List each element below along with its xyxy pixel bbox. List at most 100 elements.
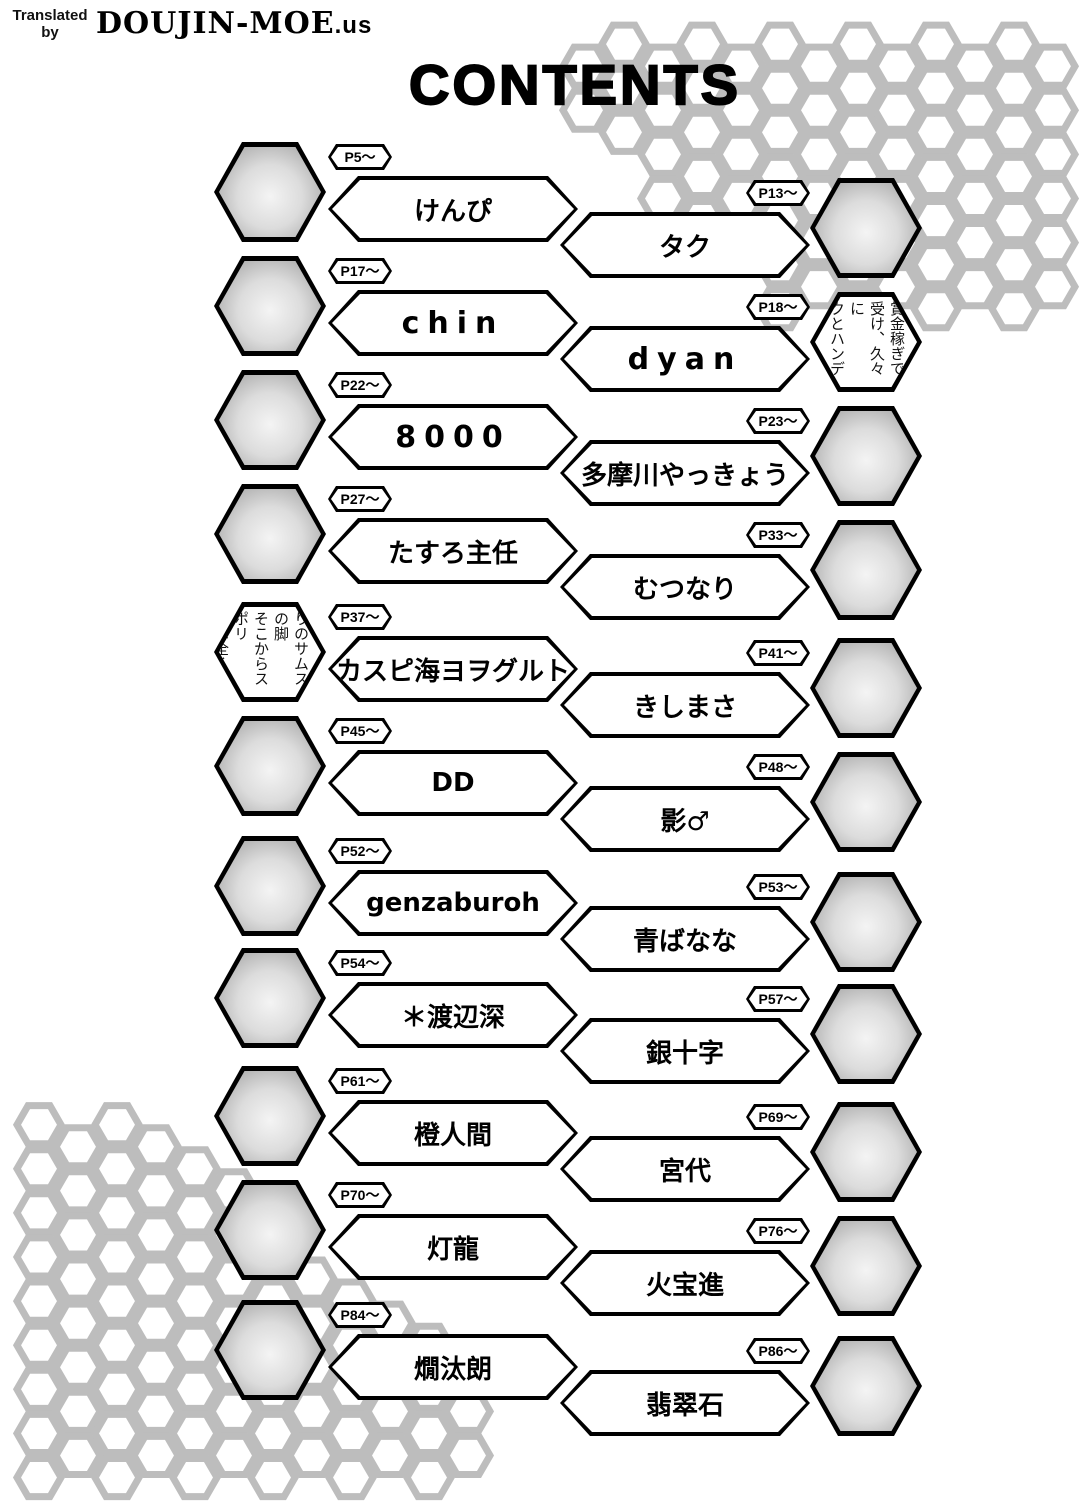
- honeycomb-cell: [12, 1366, 66, 1412]
- author-name: 火宝進: [564, 1254, 806, 1312]
- author-banner[interactable]: けんぴ: [328, 176, 578, 242]
- honeycomb-cell: [12, 1322, 66, 1368]
- page-number: P76～: [749, 1221, 807, 1241]
- honeycomb-cell: [753, 21, 807, 67]
- honeycomb-cell: [948, 43, 1002, 89]
- author-banner[interactable]: 橙人間: [328, 1100, 578, 1166]
- author-banner[interactable]: 8000: [328, 404, 578, 470]
- author-banner[interactable]: DD: [328, 750, 578, 816]
- translator-site-tld: .us: [334, 12, 373, 39]
- page-number: P70～: [331, 1185, 389, 1205]
- page-number-tag: P61～: [328, 1068, 392, 1094]
- honeycomb-cell: [987, 198, 1041, 244]
- honeycomb-cell: [129, 1168, 183, 1214]
- page-number-tag: P54～: [328, 950, 392, 976]
- honeycomb-cell: [636, 175, 690, 221]
- translator-credit: Translated by DOUJIN-MOE.us: [8, 6, 372, 41]
- page-number-tag: P48～: [746, 754, 810, 780]
- author-banner[interactable]: きしまさ: [560, 672, 810, 738]
- author-banner[interactable]: genzaburoh: [328, 870, 578, 936]
- page-number: P41～: [749, 643, 807, 663]
- honeycomb-cell: [636, 43, 690, 89]
- honeycomb-cell: [675, 153, 729, 199]
- character-portrait: [214, 948, 326, 1048]
- page-number-tag: P57～: [746, 986, 810, 1012]
- author-banner[interactable]: むつなり: [560, 554, 810, 620]
- honeycomb-cell: [90, 1322, 144, 1368]
- author-banner[interactable]: 青ばなな: [560, 906, 810, 972]
- author-banner[interactable]: 銀十字: [560, 1018, 810, 1084]
- honeycomb-cell: [246, 1410, 300, 1456]
- honeycomb-cell: [1026, 175, 1080, 221]
- honeycomb-cell: [831, 21, 885, 67]
- page-number: P57～: [749, 989, 807, 1009]
- honeycomb-cell: [792, 131, 846, 177]
- honeycomb-cell: [987, 109, 1041, 155]
- honeycomb-cell: [909, 109, 963, 155]
- page-number-tag: P18～: [746, 294, 810, 320]
- author-name: けんぴ: [332, 180, 574, 238]
- page-number-tag: P23～: [746, 408, 810, 434]
- honeycomb-cell: [987, 65, 1041, 111]
- honeycomb-cell: [870, 131, 924, 177]
- honeycomb-cell: [948, 87, 1002, 133]
- character-portrait: [214, 716, 326, 816]
- author-name: 橙人間: [332, 1104, 574, 1162]
- author-banner[interactable]: 宮代: [560, 1136, 810, 1202]
- character-portrait: [810, 638, 922, 738]
- page-number: P23～: [749, 411, 807, 431]
- honeycomb-cell: [246, 1455, 300, 1501]
- author-banner[interactable]: chin: [328, 290, 578, 356]
- page-number-tag: P76～: [746, 1218, 810, 1244]
- author-banner[interactable]: 火宝進: [560, 1250, 810, 1316]
- author-banner[interactable]: 多摩川やっきょう: [560, 440, 810, 506]
- honeycomb-cell: [12, 1190, 66, 1236]
- honeycomb-cell: [558, 87, 612, 133]
- page-number-tag: P69～: [746, 1104, 810, 1130]
- honeycomb-cell: [909, 198, 963, 244]
- page-number: P13～: [749, 183, 807, 203]
- honeycomb-cell: [792, 87, 846, 133]
- honeycomb-cell: [909, 286, 963, 332]
- honeycomb-cell: [90, 1366, 144, 1412]
- page-number-tag: P33～: [746, 522, 810, 548]
- portrait-text-line: ーは全く対応: [219, 611, 230, 686]
- honeycomb-cell: [402, 1455, 456, 1501]
- honeycomb-cell: [90, 1278, 144, 1324]
- honeycomb-cell: [12, 1234, 66, 1280]
- page-number-tag: P41～: [746, 640, 810, 666]
- honeycomb-cell: [324, 1455, 378, 1501]
- honeycomb-cell: [870, 264, 924, 310]
- author-name: 8000: [332, 408, 574, 466]
- author-banner[interactable]: 燗汰朗: [328, 1334, 578, 1400]
- honeycomb-cell: [597, 65, 651, 111]
- author-banner[interactable]: 影♂: [560, 786, 810, 852]
- honeycomb-cell: [831, 109, 885, 155]
- honeycomb-cell: [1026, 43, 1080, 89]
- author-banner[interactable]: dyan: [560, 326, 810, 392]
- author-banner[interactable]: たすろ主任: [328, 518, 578, 584]
- honeycomb-cell: [90, 1102, 144, 1148]
- portrait-text-line: 賞金稼ぎで: [888, 301, 906, 376]
- honeycomb-cell: [12, 1410, 66, 1456]
- author-banner[interactable]: 翡翠石: [560, 1370, 810, 1436]
- honeycomb-cell: [909, 65, 963, 111]
- author-name: むつなり: [564, 558, 806, 616]
- author-banner[interactable]: 灯龍: [328, 1214, 578, 1280]
- author-banner[interactable]: タク: [560, 212, 810, 278]
- page-number: P45～: [331, 721, 389, 741]
- honeycomb-cell: [753, 109, 807, 155]
- honeycomb-cell: [129, 1124, 183, 1170]
- portrait-text-line: 受け、久々に: [848, 301, 886, 376]
- author-banner[interactable]: カスピ海ヨヲグルト: [328, 636, 578, 702]
- honeycomb-cell: [51, 1168, 105, 1214]
- page-number: P37～: [331, 607, 389, 627]
- author-name: 影♂: [564, 790, 806, 848]
- page-number: P22～: [331, 375, 389, 395]
- author-banner[interactable]: ＊渡辺深: [328, 982, 578, 1048]
- honeycomb-cell: [597, 21, 651, 67]
- page-number: P61～: [331, 1071, 389, 1091]
- author-name: chin: [332, 294, 574, 352]
- honeycomb-cell: [129, 1388, 183, 1434]
